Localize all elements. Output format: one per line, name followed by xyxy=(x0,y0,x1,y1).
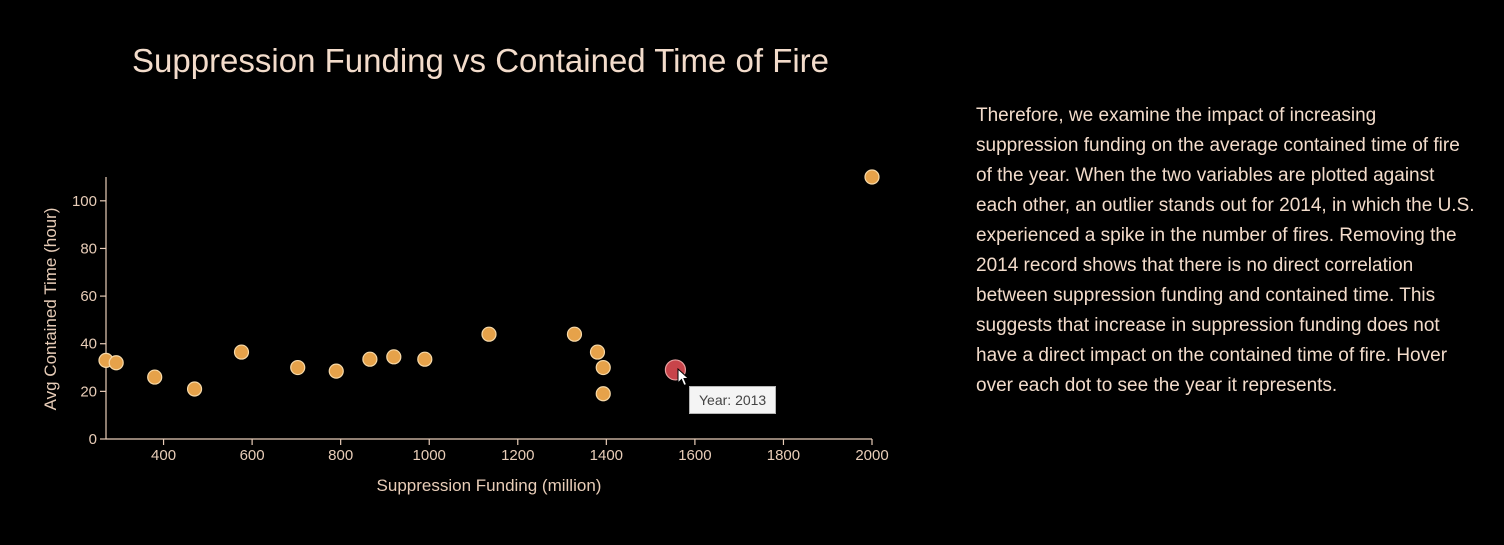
data-point[interactable] xyxy=(186,381,203,397)
data-point[interactable] xyxy=(233,344,250,360)
data-point[interactable] xyxy=(108,355,124,371)
description-text: Therefore, we examine the impact of incr… xyxy=(976,105,1475,396)
data-points xyxy=(98,169,880,402)
chart-title: Suppression Funding vs Contained Time of… xyxy=(132,42,830,79)
data-point[interactable] xyxy=(481,326,497,342)
data-point[interactable] xyxy=(328,363,344,379)
data-point[interactable] xyxy=(595,359,611,376)
y-tick-label: 40 xyxy=(80,336,97,353)
x-tick-label: 2000 xyxy=(855,447,888,464)
data-point[interactable] xyxy=(417,351,433,367)
tooltip: Year: 2013 xyxy=(689,386,777,414)
x-tick-label: 1200 xyxy=(501,447,534,464)
x-tick-label: 400 xyxy=(151,447,176,464)
y-axis-label: Avg Contained Time (hour) xyxy=(41,208,60,411)
axes: 0 20 40 60 80 100 400 600 800 1000 1200 1400 1600 180… xyxy=(72,177,889,464)
x-tick-label: 600 xyxy=(240,447,265,464)
x-tick-label: 1400 xyxy=(590,447,623,464)
x-tick-label: 1600 xyxy=(678,447,711,464)
data-point[interactable] xyxy=(589,344,606,360)
data-point[interactable] xyxy=(864,169,880,185)
data-point[interactable] xyxy=(386,349,402,365)
y-tick-label: 80 xyxy=(80,240,97,257)
data-point[interactable] xyxy=(147,369,163,385)
x-tick-label: 800 xyxy=(328,447,353,464)
data-point[interactable] xyxy=(290,359,306,376)
mouse-cursor-icon xyxy=(677,368,690,387)
x-tick-label: 1800 xyxy=(767,447,800,464)
x-tick-label: 1000 xyxy=(413,447,446,464)
data-point[interactable] xyxy=(595,386,611,402)
y-tick-label: 60 xyxy=(80,288,97,305)
y-tick-label: 20 xyxy=(80,383,97,400)
data-point[interactable] xyxy=(362,351,378,367)
data-point[interactable] xyxy=(566,326,583,342)
x-axis-label: Suppression Funding (million) xyxy=(377,476,602,495)
y-tick-label: 0 xyxy=(89,431,97,448)
y-tick-label: 100 xyxy=(72,193,97,210)
